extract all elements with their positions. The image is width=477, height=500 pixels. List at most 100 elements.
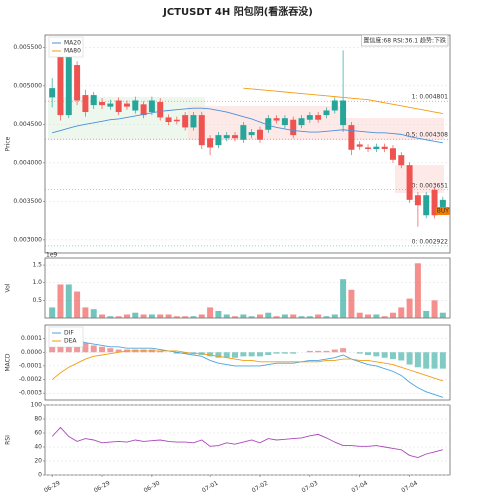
candle-body <box>57 52 64 116</box>
macd-hist-bar <box>207 352 214 357</box>
candle-body <box>123 103 130 107</box>
x-tick-label: 06-29 <box>43 480 62 495</box>
macd-hist-bar <box>115 349 122 353</box>
legend-label: MA20 <box>64 40 81 47</box>
macd-hist-bar <box>431 352 438 369</box>
candle-body <box>223 135 230 139</box>
macd-hist-bar <box>215 352 222 358</box>
candle-body <box>381 146 388 150</box>
legend-box <box>48 326 84 348</box>
macd-hist-bar <box>273 352 280 354</box>
macd-hist-bar <box>414 352 421 368</box>
macd-hist-bar <box>157 350 164 353</box>
volume-bar <box>381 316 388 318</box>
volume-bar <box>431 300 438 318</box>
macd-hist-bar <box>323 350 330 353</box>
volume-bar <box>340 279 347 318</box>
candle-body <box>431 189 438 216</box>
candle-body <box>281 118 288 126</box>
fib-label: 1: 0.004801 <box>412 94 449 101</box>
volume-bar <box>115 316 122 318</box>
volume-bar <box>82 307 89 318</box>
volume-bar <box>365 314 372 318</box>
x-tick-label: 07-03 <box>301 480 320 495</box>
volume-bar <box>132 312 139 318</box>
macd-hist-bar <box>290 352 297 354</box>
resistance-zone <box>346 118 444 140</box>
volume-bar <box>290 314 297 318</box>
panel-frame <box>44 34 451 254</box>
volume-bar <box>223 314 230 318</box>
y-tick-label: 0.003500 <box>13 198 42 205</box>
y-tick-label: 0.005000 <box>13 82 42 89</box>
macd-hist-bar <box>439 352 446 369</box>
annotation: 置信度:68 RSI:36.1 趋势:下跌 <box>363 37 446 45</box>
candle-body <box>240 125 247 140</box>
candle-body <box>365 147 372 150</box>
candle-body <box>74 65 81 101</box>
macd-hist-bar <box>365 352 372 355</box>
x-tick-label: 07-01 <box>201 480 220 495</box>
candle-body <box>414 195 421 206</box>
volume-bar <box>148 314 155 318</box>
candle-body <box>340 100 347 126</box>
fib-label: 0.5: 0.004308 <box>406 132 448 139</box>
volume-bar <box>173 316 180 318</box>
y-axis-title: Vol <box>5 283 12 292</box>
x-tick-label: 06-29 <box>93 480 112 495</box>
candle-body <box>356 144 363 147</box>
y-tick-label: -0.0003 <box>19 390 42 397</box>
macd-hist-bar <box>90 345 97 353</box>
signal-label: BUY <box>437 207 450 214</box>
candle-body <box>49 88 56 98</box>
y-tick-label: 100 <box>31 402 43 409</box>
offset-text: 1e9 <box>46 252 58 259</box>
y-tick-label: 0.004000 <box>13 159 42 166</box>
volume-bar <box>265 312 272 318</box>
macd-hist-bar <box>406 352 413 365</box>
candle-body <box>373 146 380 150</box>
candle-body <box>140 104 147 116</box>
fib-label: 0: 0.002922 <box>412 238 449 245</box>
macd-hist-bar <box>173 352 180 354</box>
volume-bar <box>65 284 72 318</box>
candle-body <box>115 100 122 113</box>
y-tick-label: 1.5 <box>32 262 42 269</box>
candle-body <box>190 115 197 128</box>
legend-label: DIF <box>64 330 74 337</box>
annotation-box <box>361 34 449 47</box>
candle-body <box>389 148 396 160</box>
y-tick-label: 0.005500 <box>13 44 42 51</box>
panel-frame <box>44 257 451 319</box>
candle-body <box>406 165 413 200</box>
macd-line <box>51 338 443 398</box>
volume-bar <box>398 307 405 318</box>
fib-label: 0: 0.003651 <box>412 182 449 189</box>
volume-bar <box>323 316 330 318</box>
volume-bar <box>190 316 197 318</box>
y-axis-title: RSI <box>5 435 12 445</box>
volume-bar <box>157 314 164 318</box>
y-tick-label: 0.5 <box>32 297 42 304</box>
volume-bar <box>439 312 446 318</box>
y-tick-label: 60 <box>34 430 42 437</box>
macd-hist-bar <box>240 352 247 357</box>
macd-hist-bar <box>373 352 380 357</box>
legend-box <box>48 36 84 58</box>
volume-bar <box>240 314 247 318</box>
volume-bar <box>414 263 421 318</box>
candle-body <box>323 110 330 116</box>
y-tick-label: 80 <box>34 416 42 423</box>
candle-body <box>315 115 322 120</box>
y-tick-label: -0.0001 <box>19 362 42 369</box>
volume-bar <box>99 314 106 318</box>
legend-label: DEA <box>64 338 77 345</box>
volume-bar <box>373 314 380 318</box>
candle-body <box>148 100 155 113</box>
y-axis-title: MACD <box>5 353 12 371</box>
volume-bar <box>232 316 239 318</box>
volume-bar <box>423 310 430 318</box>
candle-body <box>248 132 255 136</box>
y-tick-label: 0 <box>38 472 42 479</box>
candle-body <box>398 155 405 166</box>
